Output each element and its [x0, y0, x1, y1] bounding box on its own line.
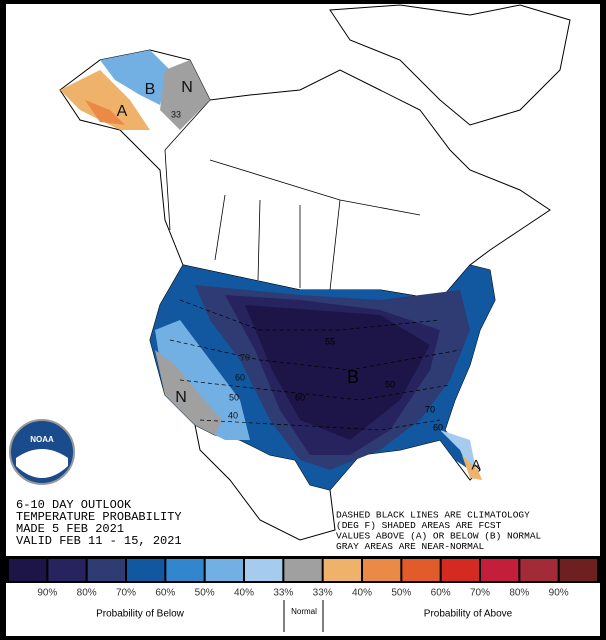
region-label: B: [145, 81, 156, 98]
legend-label: 40%: [352, 588, 372, 599]
legend-label: 40%: [234, 588, 254, 599]
region-label: 40: [228, 410, 238, 420]
region-label: 50: [229, 392, 239, 402]
legend-swatch: [245, 559, 283, 581]
legend-swatch: [284, 559, 322, 581]
legend-swatch: [166, 559, 204, 581]
region-label: 55: [325, 336, 335, 346]
region-label: 33: [171, 109, 181, 119]
legend-label: 60%: [431, 588, 451, 599]
region-label: B: [347, 367, 359, 387]
region-label: 60: [433, 422, 443, 432]
legend-swatch: [205, 559, 243, 581]
legend-swatch: [87, 559, 125, 581]
legend-footer: [6, 583, 600, 636]
legend-label: 70%: [470, 588, 490, 599]
legend-swatch: [127, 559, 165, 581]
legend-label: 33%: [273, 588, 293, 599]
forecast-shading: [60, 50, 495, 490]
note-line: GRAY AREAS ARE NEAR-NORMAL: [336, 541, 485, 552]
legend-swatch: [9, 559, 47, 581]
legend-title: Probability of Below: [96, 609, 185, 620]
region-label: 50: [385, 379, 395, 389]
region-label: N: [175, 389, 187, 406]
legend-label: 50%: [195, 588, 215, 599]
region-label: N: [181, 79, 193, 96]
region-label: 60: [295, 392, 305, 402]
legend-label: 80%: [509, 588, 529, 599]
region-label: A: [471, 457, 481, 473]
legend-label: 60%: [155, 588, 175, 599]
info-line: MADE 5 FEB 2021: [16, 522, 124, 536]
note-line: DASHED BLACK LINES ARE CLIMATOLOGY: [336, 510, 530, 521]
legend-label: 80%: [77, 588, 97, 599]
logo-text: NOAA: [30, 435, 54, 444]
region-label: 70: [240, 352, 250, 362]
legend-title: Normal: [291, 607, 317, 616]
note-line: (DEG F) SHADED AREAS ARE FCST: [336, 520, 502, 531]
legend-swatch: [402, 559, 440, 581]
legend-swatch: [520, 559, 558, 581]
legend-swatch: [48, 559, 86, 581]
climatology-lines: [169, 299, 461, 431]
legend-swatch: [481, 559, 519, 581]
info-line: TEMPERATURE PROBABILITY: [16, 510, 182, 524]
noaa-logo: [9, 419, 75, 485]
borders: [164, 99, 421, 291]
legend-label: 90%: [549, 588, 569, 599]
info-line: 6-10 DAY OUTLOOK: [16, 498, 132, 512]
legend-label: 90%: [37, 588, 57, 599]
region-label: 70: [425, 404, 435, 414]
legend-swatch: [363, 559, 401, 581]
legend-title: Probability of Above: [424, 609, 513, 620]
legend-swatch: [559, 559, 597, 581]
info-line: VALID FEB 11 - 15, 2021: [16, 534, 182, 548]
legend-label: 70%: [116, 588, 136, 599]
legend-label: 33%: [313, 588, 333, 599]
legend-label: 50%: [391, 588, 411, 599]
region-label: 60: [235, 372, 245, 382]
region-label: A: [117, 103, 128, 120]
note-line: VALUES ABOVE (A) OR BELOW (B) NORMAL: [336, 531, 542, 542]
legend-swatch: [441, 559, 479, 581]
legend-swatch: [323, 559, 361, 581]
